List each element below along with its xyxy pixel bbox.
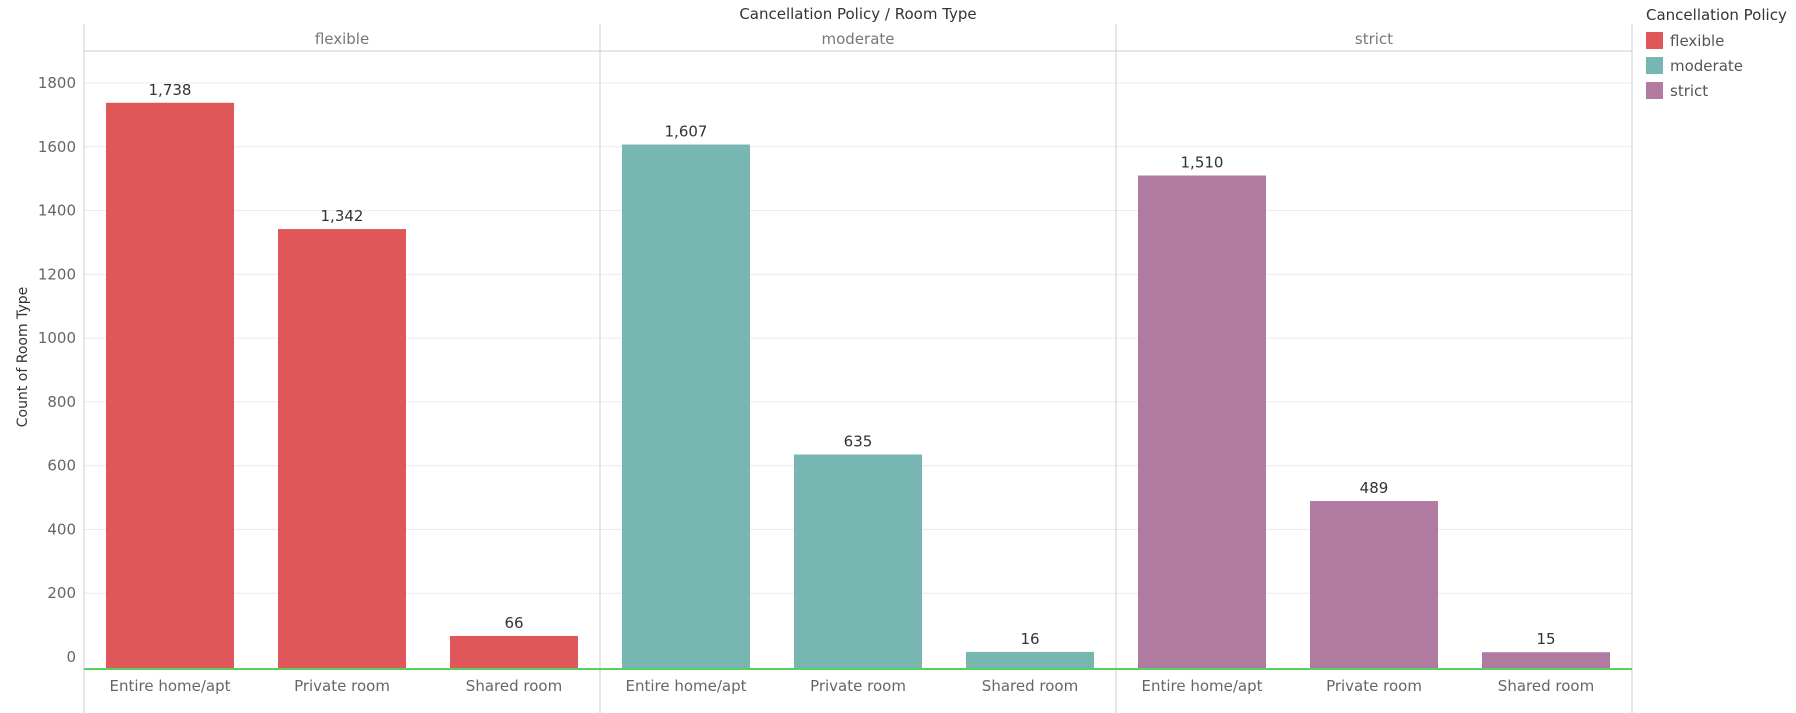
bar-moderate-0 [622,144,750,670]
y-tick-label-1200: 1200 [38,265,76,283]
x-tick-label-flexible-0: Entire home/apt [109,677,230,695]
x-tick-label-moderate-0: Entire home/apt [625,677,746,695]
legend-title: Cancellation Policy [1646,6,1787,24]
bar-strict-2 [1482,652,1610,669]
x-tick-label-flexible-2: Shared room [466,677,562,695]
y-tick-label-600: 600 [47,457,76,475]
panel-header-strict: strict [1355,30,1393,48]
legend-swatch-flexible [1646,32,1663,49]
x-tick-label-moderate-2: Shared room [982,677,1078,695]
x-tick-label-moderate-1: Private room [810,677,906,695]
legend-item-flexible[interactable]: flexible [1646,28,1787,53]
data-label-flexible-1: 1,342 [321,207,364,225]
y-tick-label-1600: 1600 [38,138,76,156]
data-label-strict-1: 489 [1360,479,1389,497]
legend-swatch-strict [1646,82,1663,99]
y-tick-label-1000: 1000 [38,329,76,347]
y-tick-label-1400: 1400 [38,202,76,220]
legend-label-moderate: moderate [1670,56,1744,75]
bar-flexible-1 [278,229,406,669]
legend-label-strict: strict [1670,81,1709,100]
y-tick-label-400: 400 [47,520,76,538]
y-axis-label: Count of Room Type [15,287,31,427]
data-label-strict-2: 15 [1536,630,1555,648]
x-tick-label-flexible-1: Private room [294,677,390,695]
data-label-moderate-2: 16 [1020,630,1039,648]
data-label-moderate-0: 1,607 [665,123,708,141]
legend-item-strict[interactable]: strict [1646,78,1787,103]
data-label-flexible-2: 66 [504,614,523,632]
panel-header-flexible: flexible [315,30,369,48]
y-tick-label-800: 800 [47,393,76,411]
x-tick-label-strict-1: Private room [1326,677,1422,695]
legend: Cancellation Policy flexible moderate st… [1646,6,1787,103]
bar-flexible-0 [106,102,234,669]
bar-flexible-2 [450,635,578,669]
bar-moderate-2 [966,651,1094,669]
chart-title: Cancellation Policy / Room Type [739,5,976,23]
bar-strict-0 [1138,175,1266,669]
y-tick-label-1800: 1800 [38,74,76,92]
y-tick-label-0: 0 [66,648,76,666]
data-label-flexible-0: 1,738 [149,81,192,99]
x-tick-label-strict-2: Shared room [1498,677,1594,695]
legend-label-flexible: flexible [1670,31,1725,50]
legend-item-moderate[interactable]: moderate [1646,53,1787,78]
data-label-strict-0: 1,510 [1181,153,1224,171]
y-tick-label-200: 200 [47,584,76,602]
x-tick-label-strict-0: Entire home/apt [1141,677,1262,695]
data-label-moderate-1: 635 [844,433,873,451]
panel-header-moderate: moderate [821,30,894,48]
bar-strict-1 [1310,501,1438,669]
bar-moderate-1 [794,454,922,669]
legend-swatch-moderate [1646,57,1663,74]
